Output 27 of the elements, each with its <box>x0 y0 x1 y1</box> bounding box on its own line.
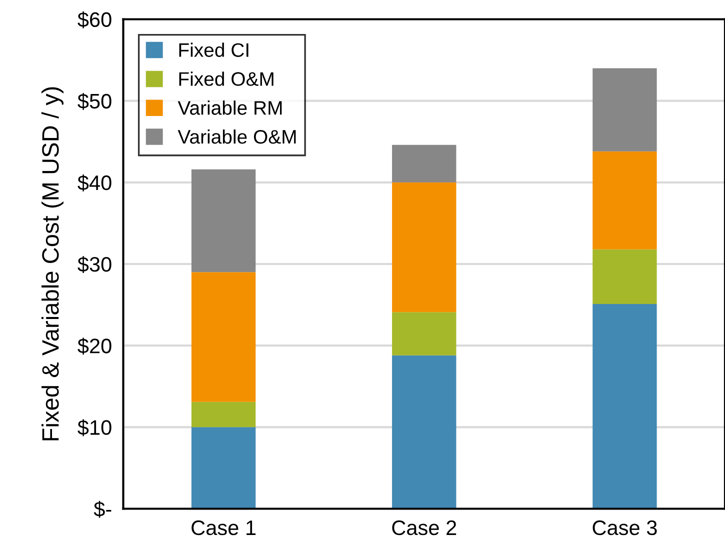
bar <box>392 355 456 509</box>
legend-label: Fixed CI <box>179 42 248 57</box>
bar <box>392 144 456 182</box>
x-tick-label: Case 1 <box>192 520 256 536</box>
y-axis-title: Fixed & Variable Cost (M USD / y) <box>41 87 64 440</box>
x-tick-label: Case 3 <box>592 520 657 536</box>
bar <box>592 304 657 509</box>
bar <box>592 151 657 250</box>
y-tick-label: $50 <box>78 92 112 110</box>
legend-label: Fixed O&M <box>179 72 274 86</box>
bar <box>191 169 256 272</box>
bar <box>191 402 256 428</box>
y-tick-label: $20 <box>78 338 112 355</box>
x-tick-label: Case 2 <box>392 520 456 536</box>
y-tick-label: $40 <box>78 174 112 192</box>
y-tick-label: $30 <box>78 256 112 273</box>
bar <box>191 427 256 509</box>
legend-label: Variable O&M <box>178 129 296 144</box>
bar <box>392 312 456 356</box>
y-tick-label: $- <box>94 500 112 518</box>
bar <box>392 182 456 312</box>
y-tick-label: $10 <box>78 419 112 436</box>
y-tick-label: $60 <box>78 11 112 28</box>
bar <box>191 272 256 402</box>
bar <box>592 68 657 152</box>
legend-label: Variable RM <box>178 100 282 115</box>
bar <box>592 249 657 304</box>
